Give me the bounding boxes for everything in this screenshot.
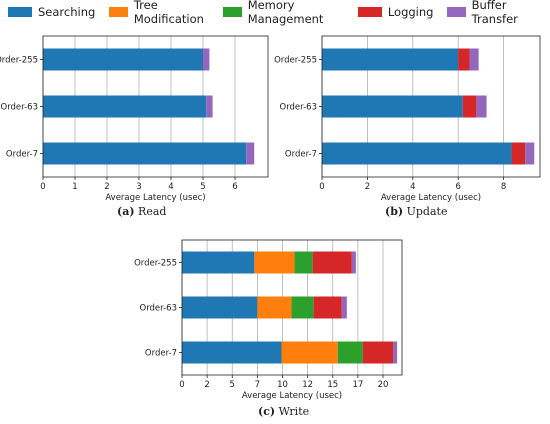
bar-write-order-63-searching <box>182 296 258 319</box>
legend: Searching Tree Modification Memory Manag… <box>8 0 550 26</box>
bar-write-order-7-logging <box>362 341 394 364</box>
xtick-label-read-2: 2 <box>104 182 109 192</box>
bar-update-order-7-searching <box>322 142 512 165</box>
bar-write-order-255-buffer-transfer <box>351 251 356 274</box>
legend-swatch-memory-management <box>223 7 242 17</box>
category-label-write-0: Order-255 <box>134 259 177 269</box>
bar-read-order-7-buffer-transfer <box>246 142 255 165</box>
bar-read-order-255-buffer-transfer <box>203 48 210 71</box>
bar-update-order-255-buffer-transfer <box>469 48 479 71</box>
axes-frame-update <box>321 35 541 178</box>
legend-item-memory-management: Memory Management <box>223 0 343 26</box>
xtick-label-write-4: 10 <box>277 380 288 390</box>
legend-label-searching: Searching <box>38 5 96 19</box>
bar-update-order-7-buffer-transfer <box>525 142 535 165</box>
xtick-label-read-0: 0 <box>40 182 45 192</box>
xtick-label-write-0: 0 <box>179 380 184 390</box>
category-label-read-2: Order-7 <box>6 150 38 160</box>
legend-swatch-logging <box>357 7 382 17</box>
bar-write-order-255-memory-management <box>294 251 313 274</box>
caption-write: (c) Write <box>258 405 310 418</box>
xtick-label-read-1: 1 <box>72 182 77 192</box>
category-label-read-1: Order-63 <box>1 103 39 113</box>
legend-item-tree-modification: Tree Modification <box>109 0 209 26</box>
category-label-write-1: Order-63 <box>140 304 178 314</box>
xtick-label-write-7: 17 <box>352 380 363 390</box>
legend-label-memory-management: Memory Management <box>247 0 324 26</box>
bar-update-order-255-logging <box>458 48 470 71</box>
xtick-label-update-3: 6 <box>455 182 460 192</box>
xtick-label-write-3: 7 <box>255 380 260 390</box>
legend-label-logging: Logging <box>387 5 434 19</box>
bar-write-order-63-logging <box>313 296 342 319</box>
legend-item-searching: Searching <box>8 5 95 19</box>
xlabel-read: Average Latency (usec) <box>105 193 205 203</box>
bar-update-order-63-searching <box>322 95 463 118</box>
bar-write-order-7-buffer-transfer <box>393 341 398 364</box>
xtick-label-update-4: 8 <box>501 182 506 192</box>
xtick-label-write-1: 2 <box>204 380 209 390</box>
bar-write-order-7-tree-modification <box>281 341 338 364</box>
bar-read-order-63-buffer-transfer <box>206 95 213 118</box>
bar-read-order-63-searching <box>43 95 207 118</box>
xtick-label-read-6: 6 <box>232 182 237 192</box>
bar-write-order-255-searching <box>182 251 255 274</box>
legend-item-logging: Logging <box>357 5 434 19</box>
xtick-label-update-2: 4 <box>410 182 415 192</box>
chart-read: Order-255 Order-63 Order-7 0 1 2 3 4 5 6 Average L… <box>0 35 269 203</box>
bar-update-order-63-buffer-transfer <box>476 95 487 118</box>
axes-frame-write <box>181 239 403 376</box>
bar-update-order-255-searching <box>322 48 459 71</box>
xtick-label-write-5: 12 <box>302 380 313 390</box>
xtick-label-read-3: 3 <box>136 182 141 192</box>
xtick-label-update-0: 0 <box>319 182 324 192</box>
legend-swatch-buffer-transfer <box>447 7 466 17</box>
xlabel-update: Average Latency (usec) <box>381 193 481 203</box>
bar-write-order-255-logging <box>312 251 352 274</box>
category-label-update-0: Order-255 <box>274 56 317 66</box>
bar-write-order-255-tree-modification <box>254 251 295 274</box>
bar-update-order-63-logging <box>462 95 477 118</box>
category-label-write-2: Order-7 <box>145 349 177 359</box>
xtick-label-read-4: 4 <box>168 182 173 192</box>
bar-read-order-7-searching <box>43 142 247 165</box>
chart-update: Order-255 Order-63 Order-7 0 2 4 6 8 Average Lat… <box>274 35 541 203</box>
xtick-label-write-2: 5 <box>230 380 235 390</box>
xtick-label-read-5: 5 <box>200 182 205 192</box>
xtick-label-update-1: 2 <box>365 182 370 192</box>
bar-write-order-63-memory-management <box>291 296 314 319</box>
legend-swatch-searching <box>8 7 32 17</box>
xtick-label-write-6: 15 <box>327 380 338 390</box>
caption-update: (b) Update <box>385 205 448 218</box>
bar-update-order-7-logging <box>511 142 526 165</box>
legend-swatch-tree-modification <box>109 7 128 17</box>
bar-write-order-7-memory-management <box>337 341 363 364</box>
bar-write-order-63-buffer-transfer <box>341 296 347 319</box>
chart-write: Order-255 Order-63 Order-7 0 2 5 7 10 12 15 17 20 Av… <box>134 239 403 401</box>
xlabel-write: Average Latency (usec) <box>242 391 342 401</box>
legend-label-tree-modification: Tree Modification <box>133 0 204 26</box>
xtick-label-write-8: 20 <box>378 380 389 390</box>
category-label-update-2: Order-7 <box>285 150 317 160</box>
bar-write-order-7-searching <box>182 341 282 364</box>
legend-label-buffer-transfer: Buffer Transfer <box>471 0 518 26</box>
caption-read: (a) Read <box>117 205 167 218</box>
axes-frame-read <box>42 35 269 178</box>
legend-item-buffer-transfer: Buffer Transfer <box>447 0 536 26</box>
category-label-read-0: Order-255 <box>0 56 38 66</box>
category-label-update-1: Order-63 <box>280 103 318 113</box>
bar-write-order-63-tree-modification <box>257 296 292 319</box>
bar-read-order-255-searching <box>43 48 203 71</box>
